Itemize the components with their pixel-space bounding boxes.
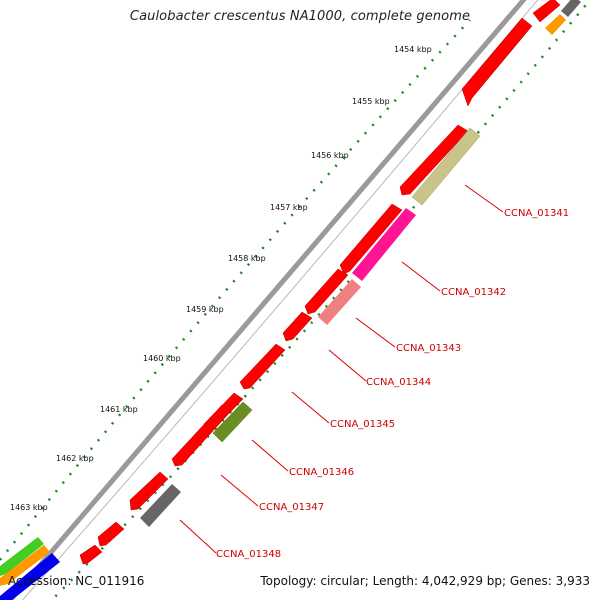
- gene-box-olive: [411, 127, 481, 206]
- gene-box-pink: [318, 279, 361, 325]
- kbp-label: 1460 kbp: [143, 354, 181, 363]
- ruler-track-outer: [0, 19, 471, 561]
- gene-label-lines: [179, 184, 504, 554]
- gene-box-orange-edge: [0, 545, 50, 586]
- gene-label: CCNA_01346: [289, 467, 354, 478]
- kbp-label: 1459 kbp: [186, 305, 224, 314]
- gene-arrow: [282, 311, 313, 342]
- gene-label: CCNA_01348: [216, 549, 281, 560]
- gene-label: CCNA_01341: [504, 208, 569, 219]
- gene-arrow: [79, 544, 103, 565]
- gene-box-gray: [140, 484, 181, 527]
- kbp-label: 1454 kbp: [394, 45, 432, 54]
- gene-arrow: [532, 0, 561, 23]
- gene-arrow: [171, 404, 232, 467]
- kbp-label: 1457 kbp: [270, 203, 308, 212]
- reverse-strand-genes: [0, 0, 581, 600]
- gene-arrow: [97, 521, 125, 547]
- gene-arrow: [129, 471, 169, 511]
- gene-box-gray: [561, 0, 581, 17]
- kbp-label: 1463 kbp: [10, 503, 48, 512]
- gene-label: CCNA_01343: [396, 343, 461, 354]
- gene-box-blue-edge: [0, 553, 60, 600]
- forward-strand-genes: [79, 0, 561, 565]
- gene-arrow: [399, 124, 469, 196]
- gene-label: CCNA_01342: [441, 287, 506, 298]
- kbp-label: 1455 kbp: [352, 97, 390, 106]
- gene-label: CCNA_01347: [259, 502, 324, 513]
- gene-label: CCNA_01345: [330, 419, 395, 430]
- backbone-outer: [6, 0, 527, 600]
- gene-box-green-edge: [0, 537, 44, 576]
- gene-arrow: [461, 17, 533, 107]
- gene-arrow: [239, 343, 286, 390]
- genome-summary-text: Topology: circular; Length: 4,042,929 bp…: [260, 574, 590, 588]
- map-title: Caulobacter crescentus NA1000, complete …: [129, 9, 471, 24]
- kbp-label: 1456 kbp: [311, 151, 349, 160]
- gene-box-orange: [545, 14, 566, 35]
- kbp-label: 1461 kbp: [100, 405, 138, 414]
- kbp-label: 1458 kbp: [228, 254, 266, 263]
- accession-text: Accession: NC_011916: [8, 574, 145, 588]
- kbp-label: 1462 kbp: [56, 454, 94, 463]
- gene-box-green: [212, 401, 253, 443]
- gene-box-magenta: [352, 208, 416, 281]
- gene-label: CCNA_01344: [366, 377, 431, 388]
- gene-arrow: [304, 268, 349, 315]
